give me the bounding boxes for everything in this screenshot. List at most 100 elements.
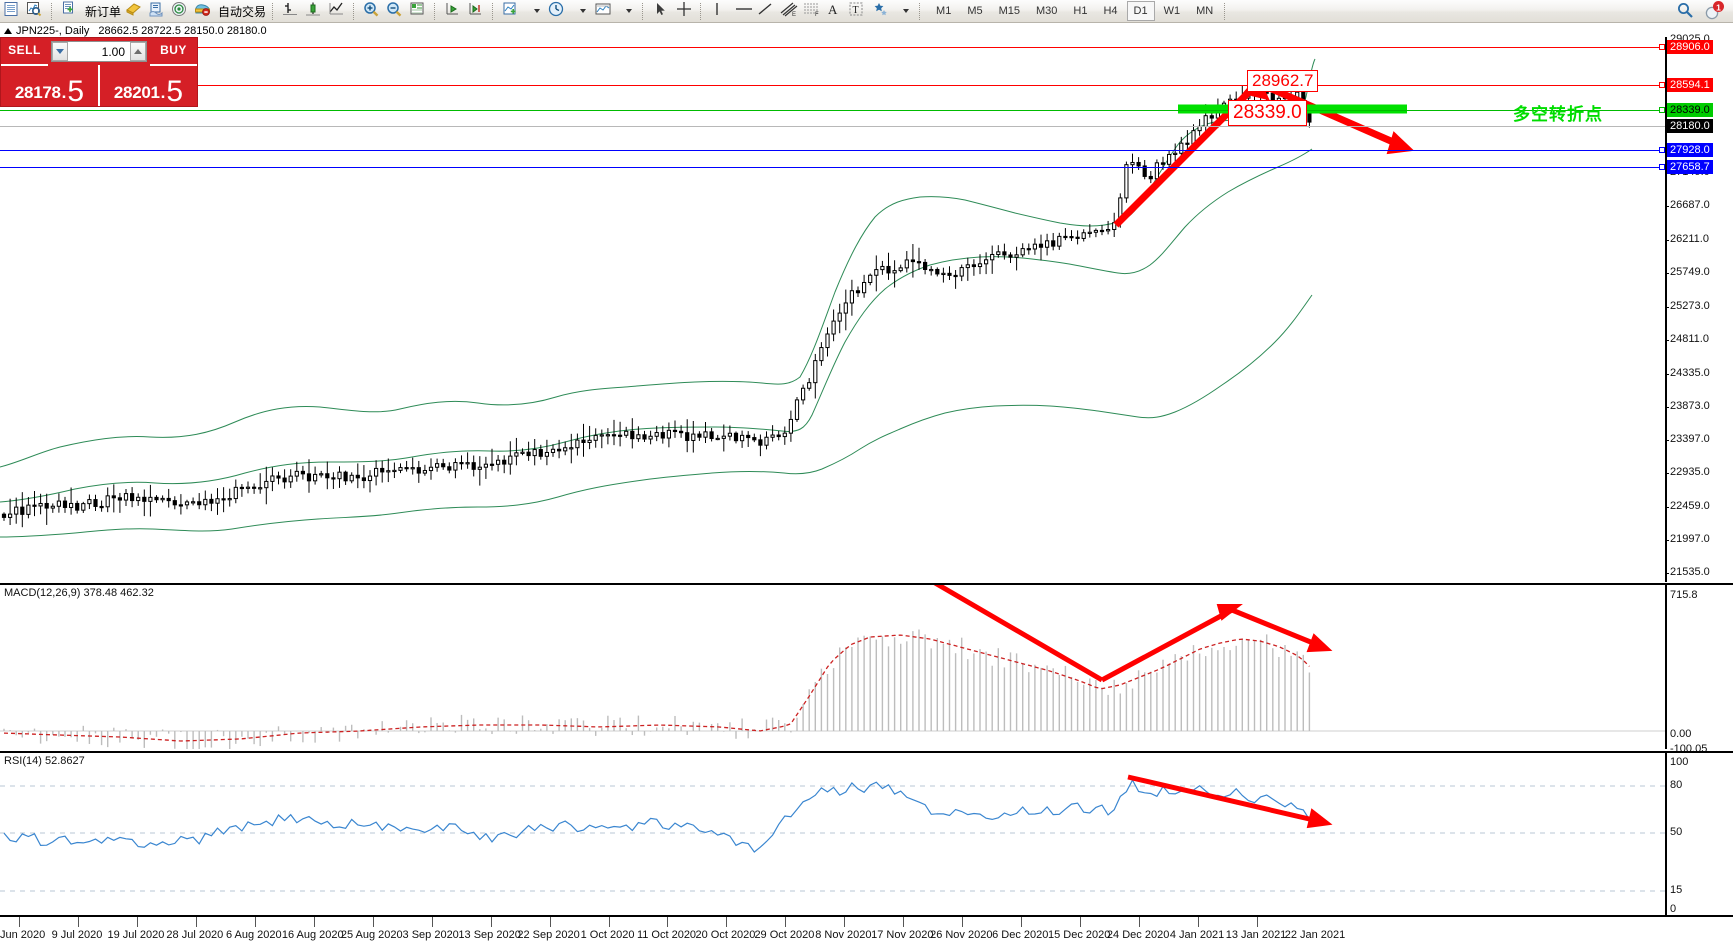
level-handle-28339[interactable]: [1659, 107, 1665, 113]
price-tag-27928[interactable]: 27928.0: [1667, 143, 1713, 157]
timeframe-m15[interactable]: M15: [998, 5, 1020, 17]
candle-body: [233, 486, 238, 500]
chart-shift-icon[interactable]: [409, 1, 430, 22]
trade-panel-top-row: SELL 1.00 BUY: [1, 37, 197, 66]
level-handle-28906[interactable]: [1659, 44, 1665, 50]
rsi-trend-arrow: [1127, 774, 1333, 829]
bollinger-middle-band: [0, 148, 1313, 503]
resistance-line-1[interactable]: [0, 47, 1665, 48]
volume-decrease-button[interactable]: [52, 42, 68, 61]
level-handle-27658[interactable]: [1659, 164, 1665, 170]
text-icon[interactable]: A: [825, 1, 846, 22]
auto-trading-icon[interactable]: [194, 1, 215, 22]
resistance-line-2[interactable]: [0, 85, 1665, 86]
market-watch-icon[interactable]: [26, 1, 47, 22]
strategy-tester-icon[interactable]: [125, 1, 146, 22]
timeframe-d1[interactable]: D1: [1126, 1, 1155, 21]
level-handle-28594[interactable]: [1659, 82, 1665, 88]
line-chart-icon[interactable]: [328, 1, 349, 22]
candle-body: [825, 333, 830, 349]
svg-text:E: E: [792, 12, 796, 18]
price-tag-28594[interactable]: 28594.1: [1667, 78, 1713, 92]
price-chart-panel[interactable]: 28962.7 28339.0 多空转折点: [0, 37, 1665, 582]
crosshair-icon[interactable]: [675, 1, 696, 22]
chart-shift-end-icon[interactable]: [467, 1, 488, 22]
search-icon[interactable]: [1676, 1, 1697, 22]
candle-body: [1136, 161, 1141, 167]
auto-trading-label[interactable]: 自动交易: [218, 4, 267, 19]
candle-body: [87, 499, 92, 505]
trendline-icon[interactable]: [756, 1, 777, 22]
sell-price[interactable]: 28178 . 5: [1, 65, 98, 108]
candle-body: [831, 320, 836, 335]
one-click-trading-panel[interactable]: SELL 1.00 BUY 28178 . 5 28201 . 5: [0, 37, 198, 107]
vertical-line-icon[interactable]: [710, 1, 731, 22]
support-line-2[interactable]: [0, 167, 1665, 168]
buy-price[interactable]: 28201 . 5: [98, 65, 197, 107]
buy-button[interactable]: BUY: [150, 37, 197, 66]
price-tag-28339[interactable]: 28339.0: [1667, 103, 1713, 117]
chevron-down-icon[interactable]: [894, 1, 915, 22]
auto-scroll-icon[interactable]: [444, 1, 465, 22]
horizontal-line-icon[interactable]: [733, 1, 754, 22]
timeframe-m1[interactable]: M1: [936, 5, 952, 17]
equidistant-channel-icon[interactable]: E: [779, 1, 800, 22]
timeframe-m30[interactable]: M30: [1036, 5, 1058, 17]
candle-body: [746, 434, 751, 439]
bar-chart-icon[interactable]: [282, 1, 303, 22]
zoom-in-icon[interactable]: [363, 1, 384, 22]
timeframe-m5[interactable]: M5: [967, 5, 983, 17]
chevron-down-icon[interactable]: [617, 1, 638, 22]
pivot-line[interactable]: [0, 110, 1665, 111]
new-order-label[interactable]: 新订单: [85, 4, 122, 19]
cursor-icon[interactable]: [652, 1, 673, 22]
data-window-icon[interactable]: [148, 1, 169, 22]
volume-stepper[interactable]: 1.00: [51, 41, 147, 62]
price-axis[interactable]: 29025.027149.026687.026211.025749.025273…: [1665, 33, 1733, 582]
zoom-out-icon[interactable]: [386, 1, 407, 22]
timeframe-mn[interactable]: MN: [1196, 5, 1214, 17]
timeframe-w1[interactable]: W1: [1163, 5, 1181, 17]
macd-panel[interactable]: MACD(12,26,9) 378.48 462.32: [0, 583, 1665, 749]
rsi-line: [3, 778, 1310, 853]
shapes-icon[interactable]: [871, 1, 892, 22]
macd-axis[interactable]: 715.8 0.00 -100.05: [1665, 583, 1733, 755]
chevron-down-icon[interactable]: [571, 1, 592, 22]
price-tag-28906[interactable]: 28906.0: [1667, 40, 1713, 54]
navigator-icon[interactable]: [171, 1, 192, 22]
candle-body: [715, 437, 720, 441]
rsi-panel[interactable]: RSI(14) 52.8627: [0, 751, 1665, 915]
new-chart-icon[interactable]: [3, 1, 24, 22]
templates-icon[interactable]: [594, 1, 615, 22]
fibonacci-icon[interactable]: F: [802, 1, 823, 22]
sell-button[interactable]: SELL: [1, 37, 48, 66]
candle-body: [447, 466, 452, 471]
volume-increase-button[interactable]: [130, 42, 146, 61]
price-tag-27658[interactable]: 27658.7: [1667, 160, 1713, 174]
support-line-1[interactable]: [0, 150, 1665, 151]
turning-point-annotation[interactable]: 多空转折点: [1513, 105, 1603, 124]
candle-body: [117, 497, 123, 501]
indicators-icon[interactable]: [502, 1, 523, 22]
candle-chart-icon[interactable]: [305, 1, 326, 22]
timeframe-h1[interactable]: H1: [1073, 5, 1088, 17]
pivot-price-annotation[interactable]: 28339.0: [1228, 100, 1307, 126]
high-price-annotation[interactable]: 28962.7: [1247, 70, 1319, 92]
candle-body: [343, 471, 348, 482]
periods-icon[interactable]: [548, 1, 569, 22]
time-axis-label: 25 Aug 2020: [340, 929, 403, 941]
candle-body: [1008, 254, 1013, 258]
expand-icon[interactable]: [4, 27, 12, 34]
candle-body: [514, 452, 519, 457]
level-handle-27928[interactable]: [1659, 147, 1665, 153]
volume-input[interactable]: 1.00: [101, 44, 125, 59]
svg-text:A: A: [828, 2, 838, 17]
rsi-axis[interactable]: 100 80 50 15 0: [1665, 751, 1733, 915]
timeframe-h4[interactable]: H4: [1103, 5, 1118, 17]
text-label-icon[interactable]: T: [848, 1, 869, 22]
new-order-icon[interactable]: [61, 1, 82, 22]
sell-price-decimal: 5: [67, 75, 85, 108]
chevron-down-icon[interactable]: [525, 1, 546, 22]
alerts-icon[interactable]: 1: [1704, 0, 1725, 22]
